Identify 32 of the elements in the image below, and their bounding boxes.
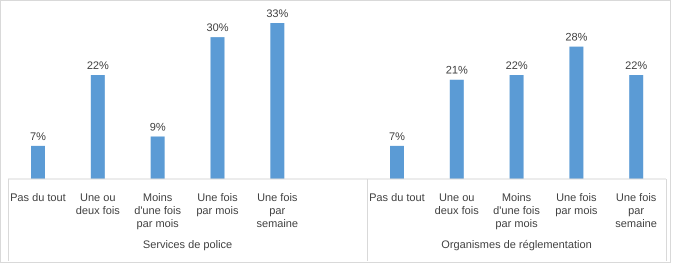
bar [629, 75, 644, 179]
data-label: 21% [446, 64, 468, 77]
data-label: 7% [30, 130, 46, 143]
data-label: 22% [625, 60, 648, 72]
bar [450, 80, 464, 179]
x-tick-label: Une fois par semaine [256, 192, 298, 230]
x-tick-label: Une fois par mois [196, 192, 239, 217]
bar [90, 75, 105, 179]
x-tick-label: Moins d'une fois par mois [493, 192, 540, 230]
x-tick-label: Une fois par semaine [615, 192, 657, 230]
x-tick-label: Moins d'une fois par mois [134, 192, 182, 230]
x-tick-label: Une ou deux fois [76, 192, 120, 217]
bar [569, 46, 584, 179]
data-label: 22% [86, 60, 110, 72]
data-label: 9% [150, 121, 166, 134]
bar [510, 75, 524, 179]
bar [270, 23, 284, 179]
bar [390, 146, 404, 179]
data-label: 33% [266, 8, 289, 20]
data-label: 7% [389, 130, 406, 143]
bar [31, 146, 45, 179]
bar [210, 37, 224, 179]
x-tick-label: Pas du tout [369, 192, 425, 204]
x-axis-title: Services de police [142, 239, 234, 251]
x-tick-label: Pas du tout [10, 192, 66, 204]
data-label: 30% [206, 22, 229, 34]
data-label: 22% [506, 60, 528, 72]
x-tick-label: Une ou deux fois [434, 192, 480, 217]
x-axis-title: Organismes de réglementation [440, 239, 593, 251]
bar [150, 136, 165, 179]
data-label: 28% [565, 32, 588, 44]
x-tick-label: Une fois par mois [555, 192, 598, 217]
